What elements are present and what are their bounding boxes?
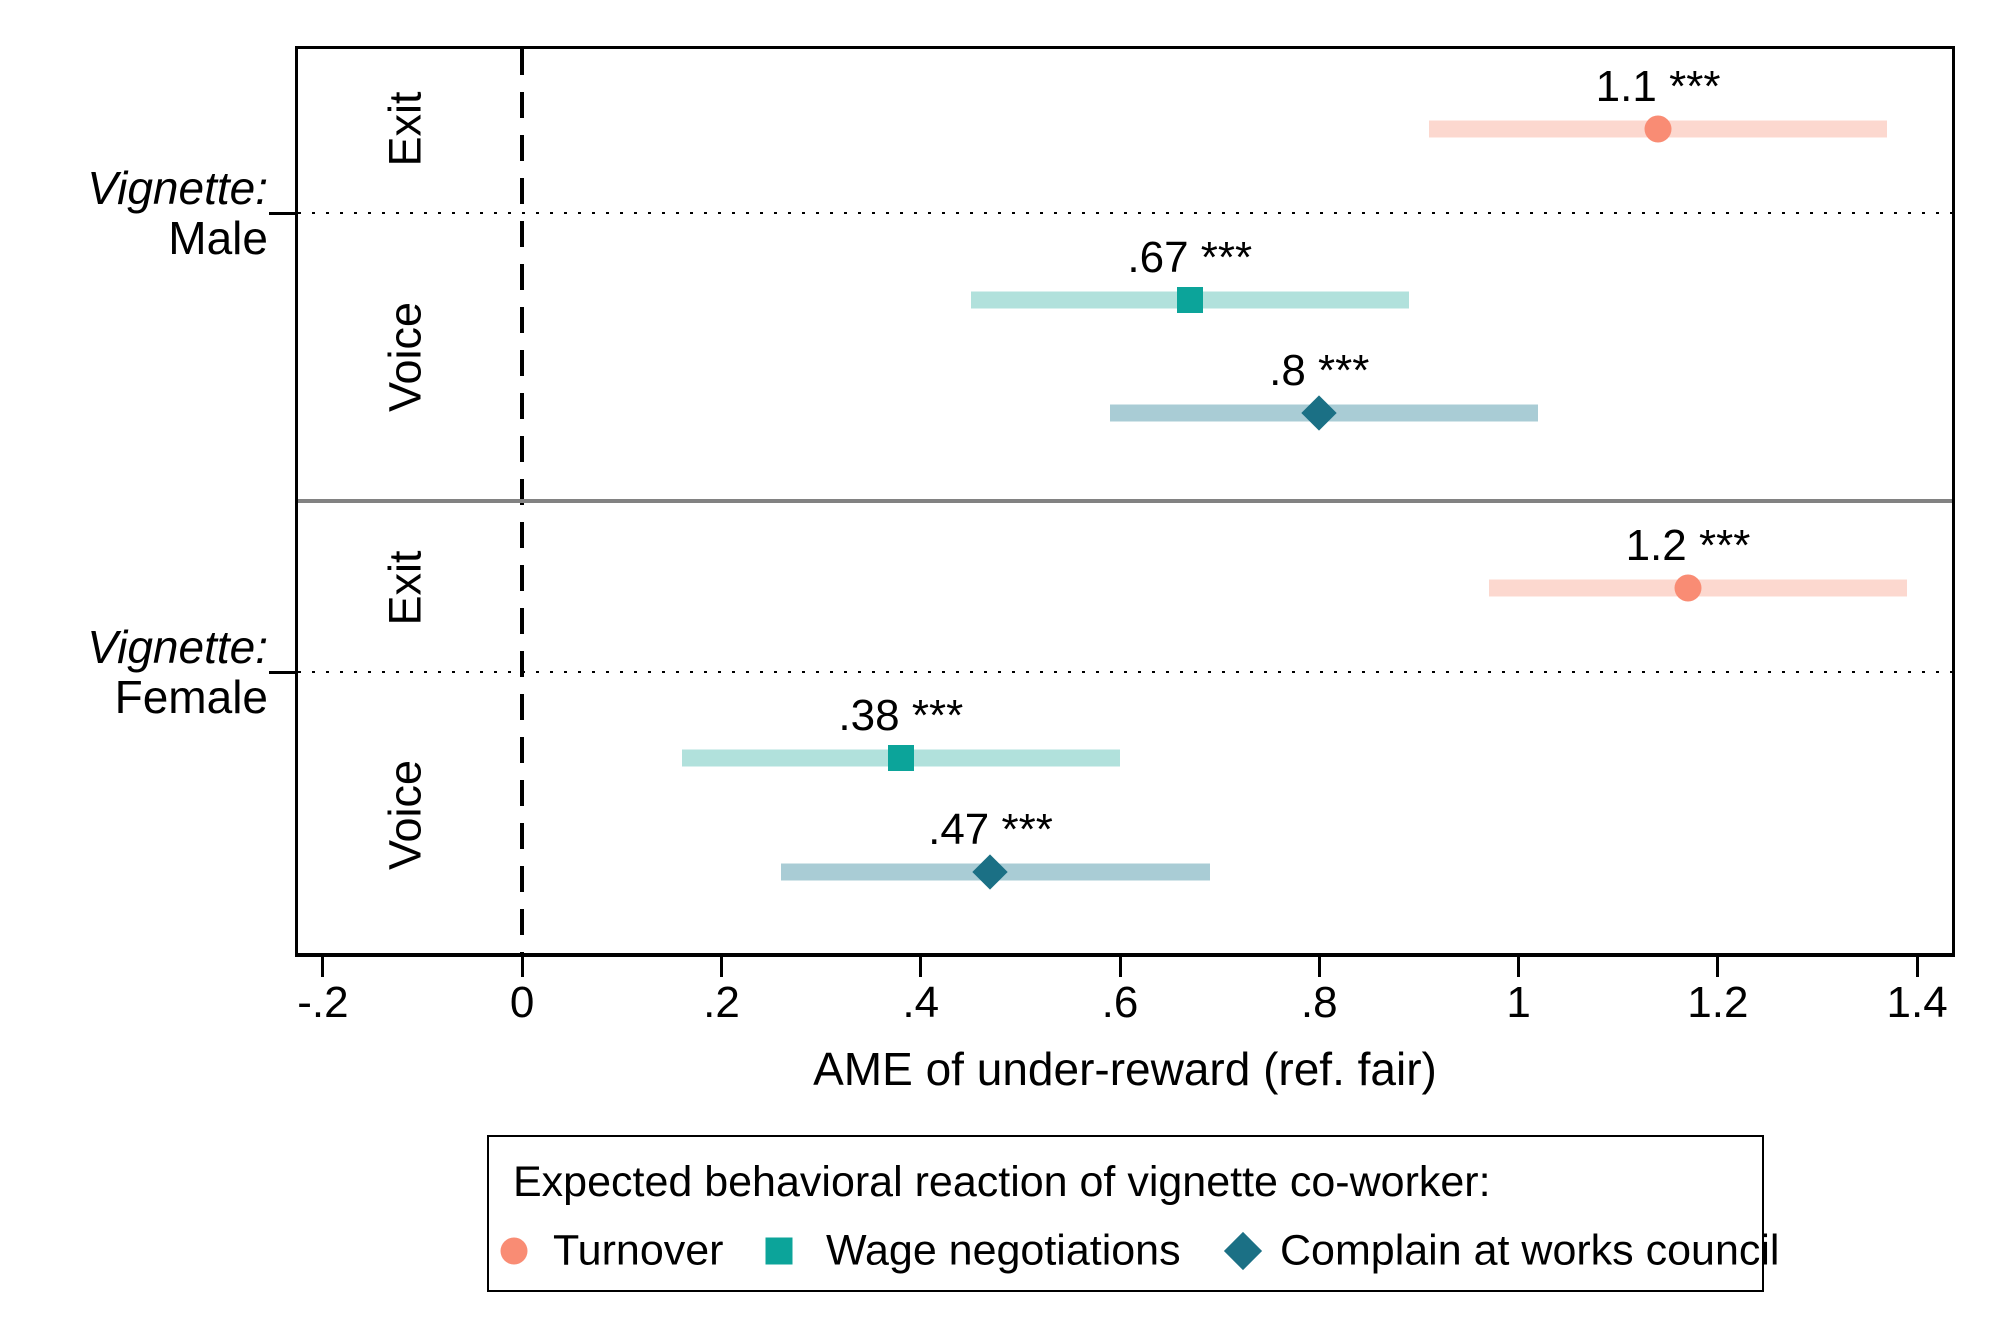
x-axis-tick-label: -.2 <box>297 978 349 1027</box>
marker-circle-turnover-female <box>1674 574 1702 602</box>
category-label-voice-male: Voice <box>379 301 431 412</box>
point-estimate-label-wage-negotiations-male: .67 *** <box>1127 233 1253 282</box>
x-axis-tick <box>1118 953 1122 977</box>
legend-marker-square-wage-negotiations <box>765 1237 793 1265</box>
point-estimate-label-turnover-male: 1.1 *** <box>1595 62 1721 111</box>
legend-label-wage-negotiations: Wage negotiations <box>826 1226 1181 1275</box>
legend-label-turnover: Turnover <box>553 1226 724 1275</box>
x-axis-tick-label: 0 <box>509 978 535 1027</box>
group-label-line2: Male <box>168 212 268 264</box>
x-axis-tick-label: .2 <box>703 978 740 1027</box>
group-label-line1: Vignette: <box>87 162 268 214</box>
marker-diamond-complain-at-works-council-female <box>972 854 1009 890</box>
legend-box: Expected behavioral reaction of vignette… <box>487 1135 1779 1292</box>
marker-square-wage-negotiations-male <box>1176 287 1203 313</box>
legend-marker-diamond-complain-at-works-council <box>1223 1231 1263 1271</box>
marker-circle-turnover-male <box>1644 115 1672 143</box>
category-label-exit-female: Exit <box>379 550 431 626</box>
category-separator-dotted-line <box>298 212 1952 214</box>
category-label-voice-female: Voice <box>379 759 431 871</box>
x-axis-tick <box>321 953 325 977</box>
legend-marker-circle-turnover <box>500 1237 528 1265</box>
point-estimate-label-complain-at-works-council-male: .8 *** <box>1269 346 1370 395</box>
legend-label-complain-at-works-council: Complain at works council <box>1280 1226 1780 1275</box>
point-estimate-label-turnover-female: 1.2 *** <box>1625 521 1751 570</box>
x-axis-tick <box>919 953 923 977</box>
x-axis-tick-label: .4 <box>902 978 940 1027</box>
group-label-line2: Female <box>114 671 268 723</box>
group-label-line1: Vignette: <box>87 621 268 673</box>
x-axis-tick-label: .8 <box>1300 978 1338 1027</box>
plot-area: Exit Voice 1.1 *** .67 *** .8 *** Exit Voice 1.… <box>295 46 1955 957</box>
category-separator-dotted-line <box>298 671 1952 673</box>
point-estimate-label-wage-negotiations-female: .38 *** <box>838 691 964 740</box>
x-axis-tick-label: 1.4 <box>1886 978 1948 1027</box>
x-axis-tick <box>1517 953 1521 977</box>
group-label-female: Vignette: Female <box>20 622 268 722</box>
x-axis-title: AME of under-reward (ref. fair) <box>813 1043 1437 1095</box>
x-axis-tick-label: 1 <box>1506 978 1531 1027</box>
plot-inner-area: Exit Voice 1.1 *** .67 *** .8 *** Exit Voice 1.… <box>298 49 1952 953</box>
x-axis-tick <box>1915 953 1919 977</box>
group-label-male: Vignette: Male <box>20 163 268 263</box>
panel-divider-line <box>298 499 1952 503</box>
legend-title: Expected behavioral reaction of vignette… <box>513 1158 1491 1206</box>
x-axis-tick <box>520 953 524 977</box>
x-axis-tick <box>1716 953 1720 977</box>
x-axis-tick-label: 1.2 <box>1687 978 1749 1027</box>
x-axis-tick <box>719 953 723 977</box>
category-label-exit-male: Exit <box>379 91 431 167</box>
marker-square-wage-negotiations-female <box>887 745 914 771</box>
x-axis-tick-label: .6 <box>1101 978 1139 1027</box>
y-axis-tick <box>269 211 295 215</box>
x-axis-tick <box>1317 953 1321 977</box>
y-axis-tick <box>269 670 295 674</box>
marker-diamond-complain-at-works-council-male <box>1301 395 1337 431</box>
point-estimate-label-complain-at-works-council-female: .47 *** <box>928 805 1053 854</box>
